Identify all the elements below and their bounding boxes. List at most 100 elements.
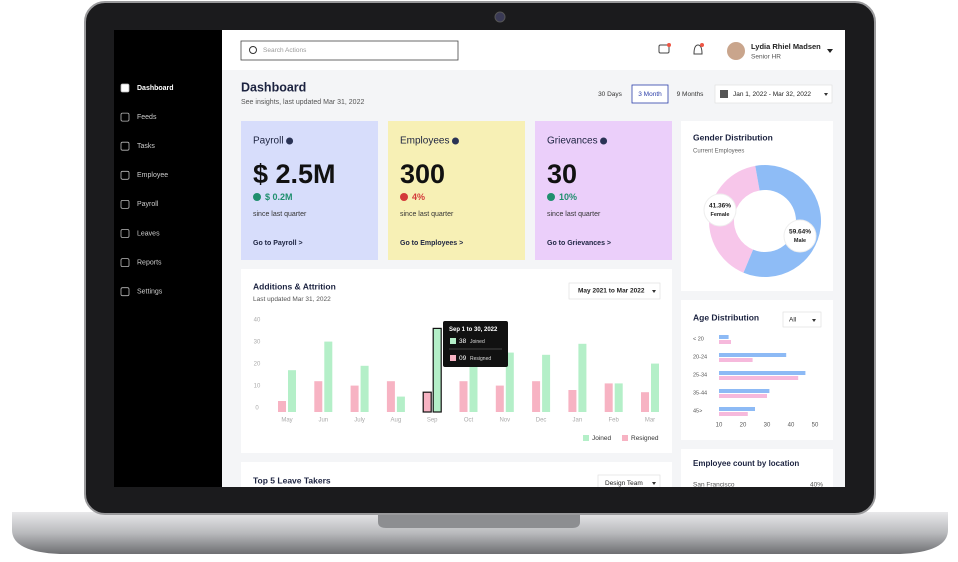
bar[interactable] — [604, 383, 613, 412]
sidebar-item[interactable]: Tasks — [137, 143, 155, 150]
sidebar — [114, 30, 222, 487]
bar[interactable] — [641, 392, 649, 412]
range-dropdown[interactable] — [568, 282, 661, 300]
card-value: 30 — [547, 159, 577, 189]
info-icon — [286, 137, 294, 145]
bar[interactable] — [350, 385, 359, 412]
bar[interactable] — [614, 383, 623, 412]
sidebar-icon — [120, 258, 130, 268]
range-option[interactable]: 9 Months — [677, 91, 704, 98]
card — [241, 121, 378, 260]
sidebar-item[interactable]: Feeds — [137, 114, 157, 121]
y-category-label: 45> — [693, 408, 702, 414]
search-placeholder: Search Actions — [263, 47, 307, 54]
bar[interactable] — [495, 385, 504, 412]
tooltip-label: Joined — [470, 339, 485, 345]
laptop-base — [12, 512, 948, 554]
card-note: since last quarter — [547, 211, 601, 218]
x-tick-label: 30 — [764, 423, 771, 429]
change-icon — [400, 193, 408, 201]
donut-value-label: 59.64% — [789, 229, 811, 236]
dropdown-label: May 2021 to Mar 2022 — [578, 288, 645, 295]
card-title: Gender Distribution — [693, 132, 773, 142]
card-link[interactable]: Go to Payroll > — [253, 240, 303, 247]
user-caret[interactable] — [827, 49, 833, 53]
bar — [719, 371, 806, 375]
card-link[interactable]: Go to Employees > — [400, 240, 463, 247]
bar[interactable] — [532, 381, 541, 412]
donut-category: Female — [711, 212, 730, 218]
range-option[interactable]: 30 Days — [598, 91, 623, 98]
tooltip — [443, 321, 508, 367]
bar[interactable] — [324, 341, 333, 412]
x-tick-label: May — [281, 418, 292, 424]
x-tick-label: Nov — [499, 418, 510, 424]
y-category-label: 20-24 — [693, 354, 707, 360]
chat-dot — [667, 43, 671, 47]
range-selected[interactable] — [631, 84, 669, 104]
bar[interactable] — [469, 352, 478, 412]
date-picker[interactable] — [714, 84, 833, 104]
sidebar-item[interactable]: Payroll — [137, 201, 159, 208]
x-tick-label: 50 — [812, 423, 819, 429]
card-link[interactable]: Go to Grievances > — [547, 240, 611, 247]
x-tick-label: Sep — [427, 418, 438, 424]
laptop-notch — [378, 512, 580, 528]
bar[interactable] — [542, 354, 551, 412]
bar[interactable] — [578, 343, 587, 412]
bar — [719, 394, 767, 398]
sidebar-item[interactable]: Settings — [137, 289, 163, 296]
card-value: 300 — [400, 159, 445, 189]
x-tick-label: Jan — [573, 418, 583, 424]
date-range: Jan 1, 2022 - Mar 32, 2022 — [733, 91, 811, 98]
avatar[interactable] — [727, 42, 745, 60]
bar[interactable] — [278, 401, 286, 412]
bar[interactable] — [651, 363, 659, 412]
bell-dot — [700, 43, 704, 47]
legend-swatch — [583, 435, 589, 441]
bell-icon[interactable] — [693, 44, 703, 55]
sidebar-item[interactable]: Employee — [137, 172, 168, 179]
search-box[interactable] — [240, 40, 459, 61]
bar[interactable] — [568, 390, 577, 412]
filter-label: All — [789, 317, 797, 324]
sidebar-item[interactable]: Reports — [137, 259, 162, 266]
y-category-label: < 20 — [693, 336, 704, 342]
card-title: Payroll — [253, 136, 284, 147]
sidebar-item[interactable]: Dashboard — [137, 85, 174, 92]
x-tick-label: Jun — [318, 418, 328, 424]
tooltip-swatch — [450, 338, 456, 344]
bar[interactable] — [288, 370, 296, 412]
card-title: Grievances — [547, 136, 598, 147]
x-tick-label: 20 — [740, 423, 747, 429]
bar[interactable] — [314, 381, 323, 412]
card-title: Employee count by location — [693, 459, 799, 468]
card-note: since last quarter — [253, 211, 307, 218]
x-tick-label: Dec — [536, 418, 547, 424]
bar[interactable] — [396, 396, 405, 412]
y-tick-label: 10 — [254, 384, 261, 390]
x-tick-label: Mar — [645, 418, 655, 424]
filter-caret — [812, 319, 816, 322]
bar[interactable] — [386, 381, 395, 412]
card-title: Employees — [400, 136, 449, 147]
bar[interactable] — [422, 391, 432, 413]
card-title: Additions & Attrition — [253, 281, 336, 291]
filter-label: Design Team — [605, 480, 643, 487]
y-tick-label: 40 — [254, 318, 261, 324]
camera — [494, 11, 506, 23]
bar[interactable] — [432, 327, 442, 413]
tooltip-swatch — [450, 355, 456, 361]
age-filter[interactable] — [782, 311, 822, 328]
bar[interactable] — [360, 365, 369, 412]
bar[interactable] — [505, 352, 514, 412]
bar[interactable] — [459, 381, 468, 412]
y-category-label: 35-44 — [693, 390, 707, 396]
legend-label: Joined — [592, 435, 612, 442]
sidebar-item[interactable]: Leaves — [137, 230, 160, 237]
y-tick-label: 0 — [255, 406, 259, 412]
team-filter[interactable] — [597, 474, 661, 491]
range-option[interactable]: 3 Month — [638, 91, 662, 98]
chat-icon[interactable] — [658, 44, 670, 54]
